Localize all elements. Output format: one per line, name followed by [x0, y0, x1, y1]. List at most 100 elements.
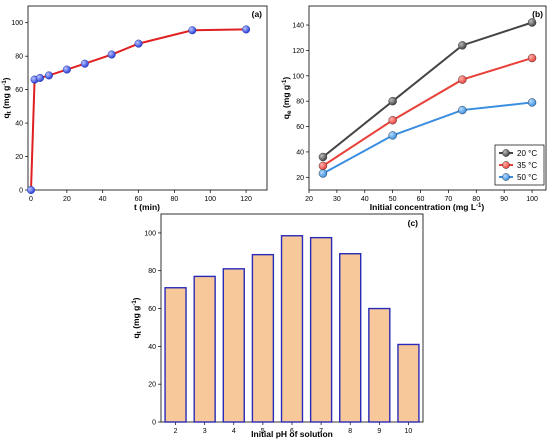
- panel-c-marks: [164, 235, 420, 423]
- panel-a-ticks: 0 20 40 60 80 100 120 0 20 40 60 80 100: [11, 20, 252, 203]
- panel-c-bar: [164, 287, 187, 423]
- panel-a-data-point: [62, 65, 71, 74]
- panel-b-data-point: [388, 116, 397, 125]
- panel-b-data-point: [388, 96, 397, 106]
- panel-c-ytick-label: 20: [148, 382, 156, 389]
- panel-b-legend: 20 °C 35 °C 50 °C: [494, 144, 545, 186]
- legend-marker: [502, 161, 510, 169]
- panel-b-data-point: [527, 18, 537, 27]
- panel-b-marks: [318, 18, 537, 178]
- panel-c: (c) Initial pH of solution qt (mg g-1) 0…: [131, 213, 424, 439]
- panel-c-ytick-label: 60: [148, 306, 156, 313]
- panel-a-xlabel: t (min): [134, 202, 160, 212]
- panel-a-data-point: [80, 59, 89, 68]
- panel-c-xtick-label: 8: [348, 428, 352, 435]
- panel-a-xtick-label: 120: [240, 196, 252, 203]
- panel-b-xtick-label: 80: [472, 196, 480, 203]
- panel-c-bar: [251, 253, 275, 423]
- legend-label: 35 °C: [517, 161, 537, 170]
- panel-c-ytick-label: 100: [144, 230, 156, 237]
- panel-a-label: (a): [252, 9, 263, 19]
- panel-a-ytick-label: 40: [15, 121, 23, 128]
- panel-c-bar: [339, 253, 362, 423]
- panel-a-data-point: [242, 25, 251, 34]
- panel-a-ytick-label: 100: [11, 20, 23, 27]
- panel-b-ytick-label: 20: [296, 175, 304, 182]
- panel-c-xtick-label: 9: [377, 428, 381, 435]
- panel-a-xtick-label: 0: [29, 196, 33, 203]
- panel-c-bar: [280, 235, 304, 423]
- panel-b-label: (b): [532, 9, 543, 19]
- panel-b: (b) Initial concentration (mg L-1) qe (m…: [281, 5, 547, 212]
- legend-label: 50 °C: [517, 173, 537, 182]
- panel-a-series-line: [30, 28, 247, 191]
- panel-b-xlabel: Initial concentration (mg L-1): [370, 202, 485, 212]
- panel-b-data-point: [458, 41, 467, 50]
- panel-a-data-point: [27, 185, 36, 194]
- panel-c-xtick-label: 10: [405, 428, 413, 435]
- panel-b-xtick-label: 40: [361, 196, 369, 203]
- panel-c-xtick-label: 4: [232, 428, 236, 435]
- panel-a: (a) t (min) qt (mg g-1) 0 20 40 60 80 100 120 0…: [1, 5, 268, 212]
- legend-label: 20 °C: [517, 149, 537, 158]
- panel-b-xtick-label: 70: [445, 196, 453, 203]
- panel-c-bar: [397, 343, 420, 423]
- panel-b-series-line: [322, 101, 533, 175]
- panel-b-ytick-label: 40: [296, 149, 304, 156]
- panel-a-xtick-label: 60: [135, 196, 143, 203]
- panel-a-ylabel: qt (mg g-1): [1, 77, 13, 118]
- panel-a-ytick-label: 0: [19, 188, 23, 195]
- panel-a-ytick-label: 20: [15, 154, 23, 161]
- panel-b-xtick-label: 100: [526, 196, 538, 203]
- panel-c-bar: [222, 268, 245, 423]
- panel-b-data-point: [318, 152, 328, 162]
- panel-a-marks: [27, 25, 251, 194]
- panel-b-xtick-label: 60: [417, 196, 425, 203]
- panel-b-data-point: [527, 98, 537, 107]
- panel-a-data-point: [188, 26, 197, 35]
- panel-b-ytick-label: 100: [292, 73, 304, 80]
- panel-c-ytick-label: 0: [152, 420, 156, 427]
- panel-b-series-line: [322, 57, 533, 167]
- panel-b-data-point: [458, 105, 467, 115]
- panel-c-xtick-label: 7: [319, 428, 323, 435]
- panel-b-frame: [308, 5, 547, 191]
- panel-a-data-point: [44, 71, 53, 80]
- panel-b-series-line: [322, 21, 533, 158]
- panel-b-data-point: [527, 53, 537, 63]
- panel-b-ytick-label: 120: [292, 48, 304, 55]
- panel-a-xtick-label: 40: [99, 196, 107, 203]
- panel-a-data-point: [134, 39, 143, 48]
- panel-b-data-point: [318, 161, 328, 171]
- panel-c-xlabel: Initial pH of solution: [251, 429, 333, 439]
- panel-a-xtick-label: 100: [204, 196, 216, 203]
- panel-c-xtick-label: 2: [174, 428, 178, 435]
- panel-c-xtick-label: 3: [203, 428, 207, 435]
- legend-marker: [502, 173, 510, 181]
- panel-b-xtick-label: 20: [305, 196, 313, 203]
- panel-b-data-point: [458, 75, 467, 84]
- panel-b-xtick-label: 90: [500, 196, 508, 203]
- panel-a-ytick-label: 60: [15, 87, 23, 94]
- panel-c-ytick-label: 80: [148, 268, 156, 275]
- panel-b-ytick-label: 80: [296, 99, 304, 106]
- panel-b-ytick-label: 140: [292, 23, 304, 30]
- legend-marker: [502, 149, 510, 157]
- panel-c-xtick-label: 6: [290, 428, 294, 435]
- panel-a-data-point: [107, 50, 116, 59]
- panel-c-bar: [193, 275, 216, 423]
- panel-a-xtick-label: 80: [170, 196, 178, 203]
- panel-a-frame: [27, 5, 268, 191]
- panel-b-xtick-label: 30: [333, 196, 341, 203]
- panel-c-ylabel: qt (mg g-1): [131, 297, 143, 338]
- panel-a-ytick-label: 80: [15, 54, 23, 61]
- panel-c-bar: [368, 307, 391, 423]
- panel-b-ytick-label: 60: [296, 124, 304, 131]
- panel-b-ticks: 20 30 40 50 60 70 80 90 100 20 40 60 80 100 120 140: [292, 23, 538, 203]
- panel-c-ytick-label: 40: [148, 344, 156, 351]
- panel-c-xtick-label: 5: [261, 428, 265, 435]
- panel-b-xtick-label: 50: [389, 196, 397, 203]
- panel-b-data-point: [388, 131, 397, 140]
